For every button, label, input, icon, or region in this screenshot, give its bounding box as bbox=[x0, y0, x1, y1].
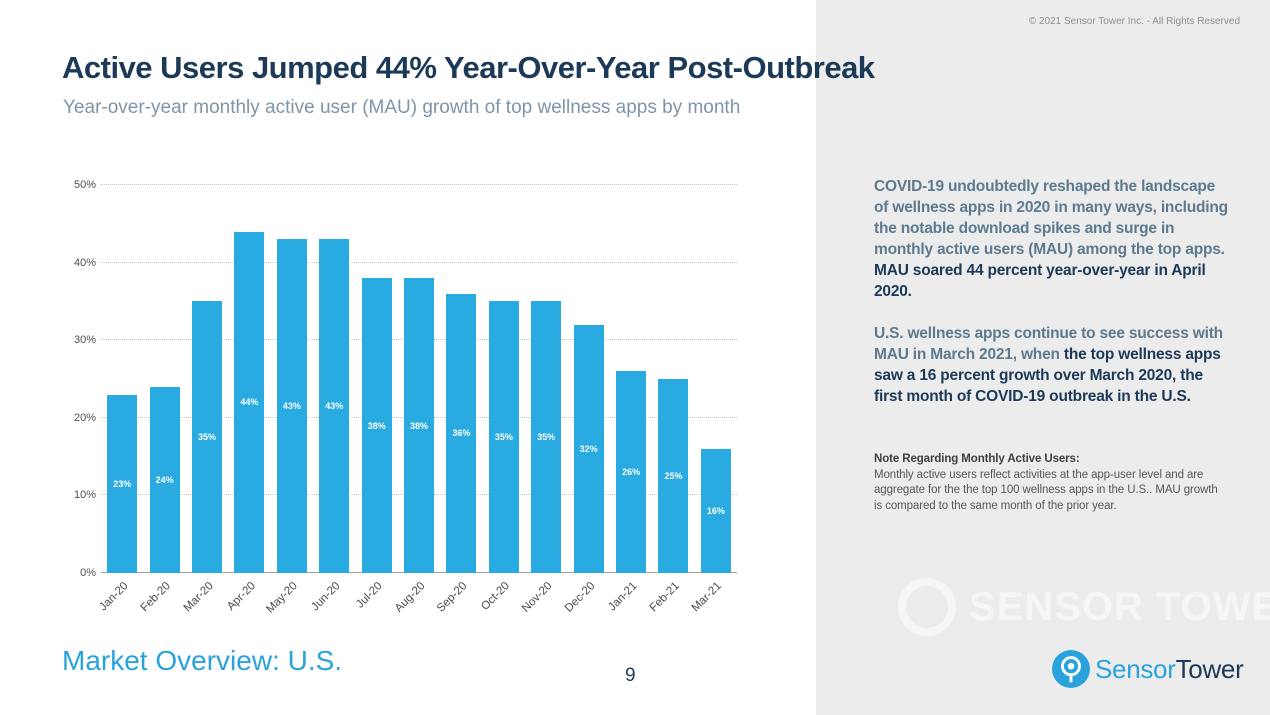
y-tick-label: 0% bbox=[80, 567, 96, 579]
watermark-brand-second: Tower bbox=[1155, 584, 1270, 629]
bar-Mar-20: 35% bbox=[192, 301, 223, 573]
watermark-wordmark: SensorTower bbox=[969, 585, 1270, 630]
bar-chart: 0% 10% 20% 30% 40% 50% 23% Jan-20 24% Feb-20 35% M… bbox=[63, 179, 753, 635]
y-tick-label: 20% bbox=[73, 411, 96, 424]
bar-Dec-20: 32% bbox=[573, 324, 604, 573]
page-number: 9 bbox=[625, 665, 636, 686]
page-subtitle: Year-over-year monthly active user (MAU)… bbox=[63, 97, 741, 118]
x-tick-label: Dec-20 bbox=[562, 580, 598, 615]
x-tick-label: May-20 bbox=[264, 580, 301, 616]
page-title: Active Users Jumped 44% Year-Over-Year P… bbox=[62, 50, 875, 85]
paragraph-march-2021: U.S. wellness apps continue to see succe… bbox=[874, 323, 1228, 407]
bar-slot: 26% Jan-21 bbox=[606, 185, 652, 613]
bar-slot: 38% Aug-20 bbox=[393, 185, 440, 615]
sensor-tower-icon bbox=[1052, 650, 1090, 688]
bar-value-label: 35% bbox=[537, 432, 556, 443]
bar-value-label: 38% bbox=[367, 420, 386, 431]
bar-Nov-20: 35% bbox=[531, 301, 562, 573]
x-tick-label: Apr-20 bbox=[225, 580, 258, 613]
bar-value-label: 36% bbox=[452, 428, 471, 439]
bar-slot: 16% Mar-21 bbox=[690, 185, 737, 614]
sensor-tower-logo: SensorTower bbox=[1052, 650, 1244, 688]
gridline bbox=[101, 261, 737, 263]
bar-slot: 35% Mar-20 bbox=[181, 185, 228, 614]
logo-brand-first: Sensor bbox=[1095, 653, 1176, 684]
bar-slot: 25% Feb-21 bbox=[648, 185, 694, 614]
y-tick-label: 50% bbox=[73, 179, 96, 191]
y-tick-label: 10% bbox=[73, 489, 96, 502]
x-tick-label: Jan-20 bbox=[97, 580, 131, 614]
copyright-text: © 2021 Sensor Tower Inc. - All Rights Re… bbox=[1028, 16, 1240, 27]
bar-slot: 44% Apr-20 bbox=[225, 185, 270, 613]
emphasized-text: the top wellness apps saw a 16 percent g… bbox=[874, 346, 1221, 405]
x-tick-label: Jun-20 bbox=[309, 580, 343, 614]
bar-value-label: 24% bbox=[155, 474, 174, 485]
x-tick-label: Jul-20 bbox=[354, 580, 386, 611]
bar-Oct-20: 35% bbox=[488, 301, 519, 573]
bar-value-label: 43% bbox=[325, 401, 344, 412]
paragraph-covid-reshaped: COVID-19 undoubtedly reshaped the landsc… bbox=[874, 176, 1228, 302]
bar-value-label: 32% bbox=[579, 443, 598, 454]
logo-brand-second: Tower bbox=[1175, 653, 1244, 684]
x-tick-label: Mar-20 bbox=[181, 580, 216, 615]
right-panel: © 2021 Sensor Tower Inc. - All Rights Re… bbox=[816, 0, 1270, 715]
bar-Jun-20: 43% bbox=[319, 239, 350, 573]
gridline bbox=[101, 184, 737, 185]
body-text: COVID-19 undoubtedly reshaped the landsc… bbox=[874, 178, 1228, 258]
bar-Sep-20: 36% bbox=[446, 293, 477, 573]
note-monthly-active-users: Note Regarding Monthly Active Users: Mon… bbox=[874, 452, 1224, 514]
y-axis: 0% 10% 20% 30% 40% 50% bbox=[63, 179, 96, 579]
bar-value-label: 25% bbox=[664, 471, 683, 481]
bar-slot: 35% Nov-20 bbox=[520, 185, 567, 615]
y-tick-label: 40% bbox=[73, 256, 96, 269]
bar-slot: 35% Oct-20 bbox=[479, 185, 525, 613]
note-body: Monthly active users reflect activities … bbox=[874, 468, 1218, 512]
bar-slot: 24% Feb-20 bbox=[139, 185, 185, 614]
x-tick-label: Aug-20 bbox=[392, 580, 428, 615]
x-tick-label: Sep-20 bbox=[435, 580, 470, 615]
bar-value-label: 43% bbox=[282, 401, 301, 412]
bar-Jul-20: 38% bbox=[361, 278, 392, 573]
bar-slot: 32% Dec-20 bbox=[562, 185, 609, 615]
bar-value-label: 16% bbox=[706, 505, 725, 516]
bar-value-label: 26% bbox=[622, 467, 641, 478]
bar-slot: 36% Sep-20 bbox=[435, 185, 482, 615]
bar-May-20: 43% bbox=[276, 239, 307, 573]
x-tick-label: Oct-20 bbox=[479, 580, 513, 613]
plot-area: 23% Jan-20 24% Feb-20 35% Mar-20 44% Apr-20 43% M… bbox=[97, 184, 737, 616]
x-tick-label: Feb-20 bbox=[138, 580, 174, 615]
bar-value-label: 38% bbox=[410, 420, 429, 431]
bar-series: 23% Jan-20 24% Feb-20 35% Mar-20 44% Apr-20 43% M… bbox=[97, 185, 737, 616]
bar-Jan-20: 23% bbox=[107, 394, 138, 573]
x-tick-label: Jan-21 bbox=[606, 580, 640, 614]
bar-value-label: 23% bbox=[113, 478, 132, 489]
x-tick-label: Mar-21 bbox=[690, 580, 725, 615]
bar-slot: 23% Jan-20 bbox=[97, 185, 143, 613]
bar-slot: 43% May-20 bbox=[265, 185, 313, 616]
bar-value-label: 35% bbox=[198, 432, 217, 443]
logo-wordmark: SensorTower bbox=[1095, 653, 1244, 685]
watermark-circle-icon bbox=[898, 578, 956, 636]
y-tick-label: 30% bbox=[73, 334, 96, 347]
note-heading: Note Regarding Monthly Active Users: bbox=[874, 453, 1080, 465]
x-tick-label: Nov-20 bbox=[520, 580, 555, 615]
bar-Feb-20: 24% bbox=[149, 386, 180, 573]
watermark-brand-first: Sensor bbox=[969, 584, 1144, 629]
bar-slot: 43% Jun-20 bbox=[309, 185, 355, 613]
bar-slot: 38% Jul-20 bbox=[354, 185, 397, 611]
bar-Feb-21: 25% bbox=[658, 379, 689, 573]
footer-section-title: Market Overview: U.S. bbox=[62, 645, 343, 676]
watermark-logo: SensorTower bbox=[898, 578, 1270, 636]
bar-Aug-20: 38% bbox=[404, 278, 435, 573]
bar-Jan-21: 26% bbox=[616, 371, 647, 573]
x-tick-label: Feb-21 bbox=[647, 580, 682, 615]
emphasized-text: MAU soared 44 percent year-over-year in … bbox=[874, 262, 1206, 300]
bar-value-label: 44% bbox=[240, 397, 259, 408]
bar-value-label: 35% bbox=[494, 432, 513, 443]
body-text: U.S. wellness apps continue to see succe… bbox=[874, 325, 1223, 363]
bar-Mar-21: 16% bbox=[700, 448, 731, 573]
bar-Apr-20: 44% bbox=[234, 231, 265, 573]
